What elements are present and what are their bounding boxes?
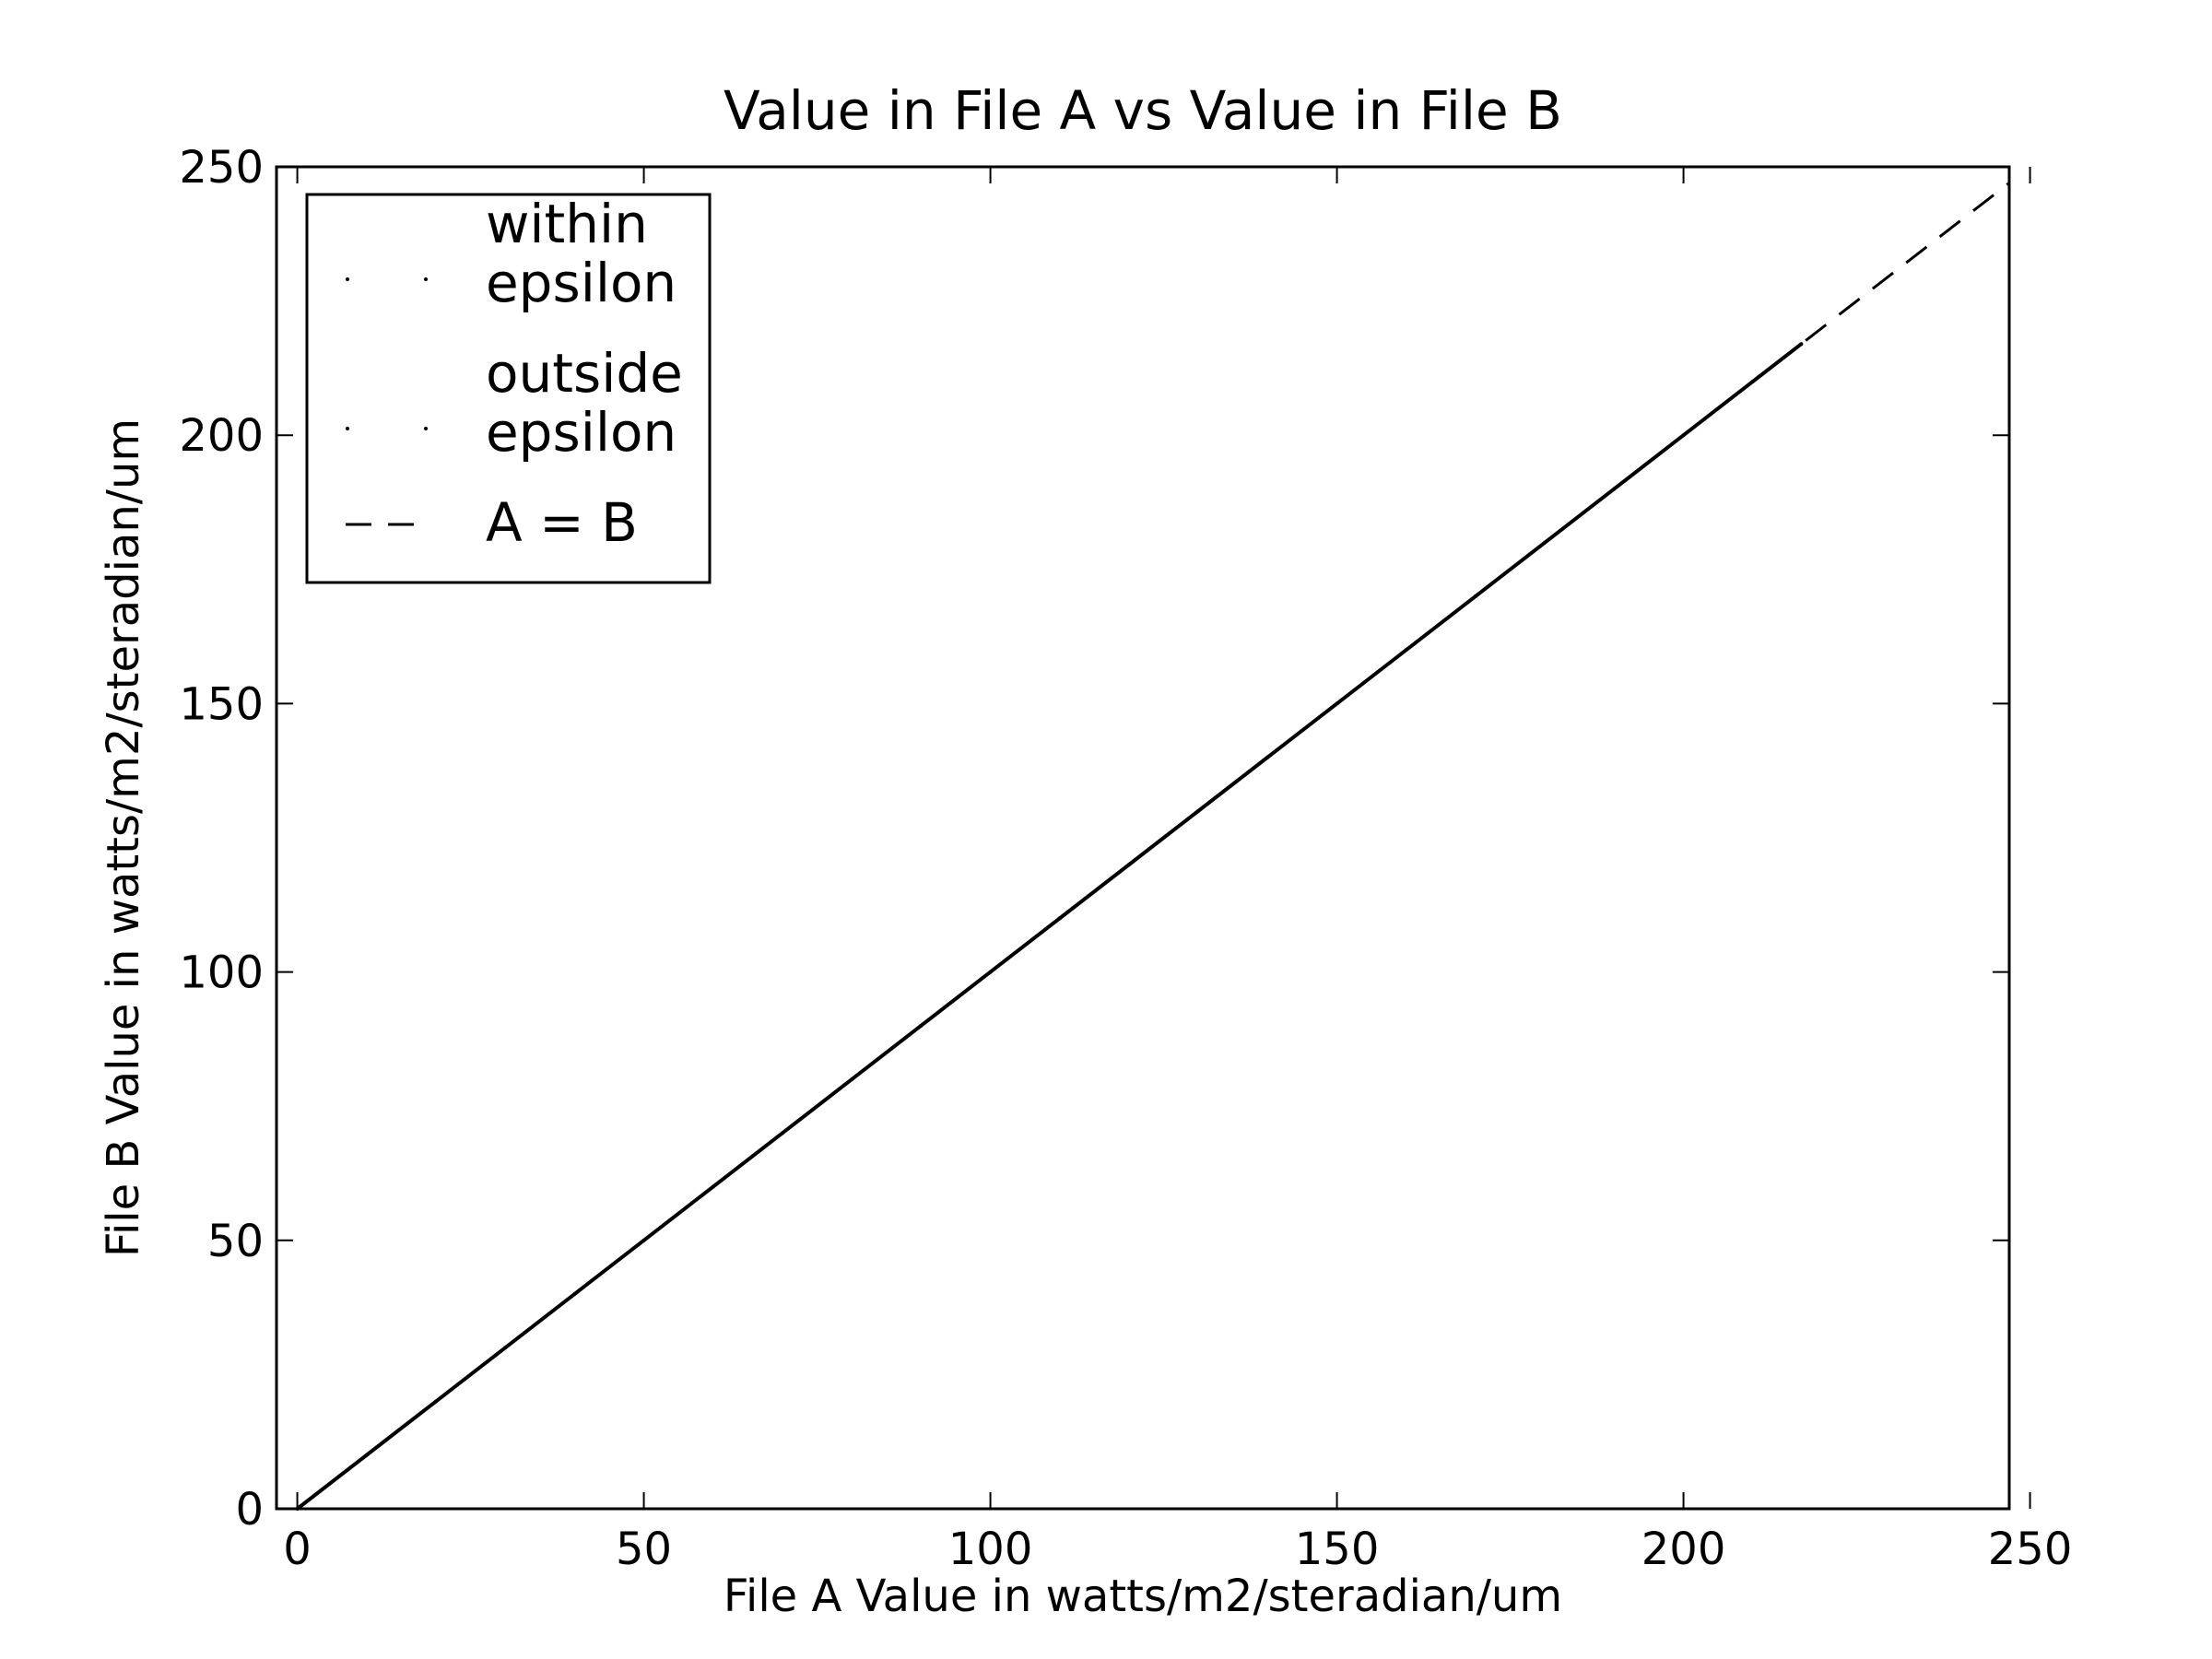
legend-label: outside epsilon <box>486 342 683 464</box>
x-tick-label: 50 <box>616 1524 672 1575</box>
legend-entries: within epsilon outside epsilon A = B <box>346 193 683 554</box>
within-epsilon-point <box>988 970 993 974</box>
x-axis-label: File A Value in watts/m2/steradian/um <box>724 1571 1562 1622</box>
within-epsilon-point <box>1126 863 1131 867</box>
x-tick-label: 150 <box>1295 1524 1380 1575</box>
legend-entry-outside-epsilon: outside epsilon <box>346 342 683 464</box>
y-tick-label: 250 <box>179 142 264 194</box>
a-equals-b-line <box>296 182 2010 1511</box>
y-tick-label: 200 <box>179 410 264 462</box>
x-tick-label: 200 <box>1641 1524 1726 1575</box>
legend-marker <box>346 277 349 281</box>
within-epsilon-point <box>1799 342 1804 347</box>
within-epsilon-point <box>1196 808 1201 813</box>
y-tick-label: 0 <box>235 1484 264 1535</box>
y-axis-label: File B Value in watts/m2/steradian/um <box>98 418 149 1257</box>
x-tick-label: 100 <box>948 1524 1033 1575</box>
legend-box <box>305 193 712 584</box>
axis-ticks: 0 50 100 150 200 250 0 50 100 150 200 250 <box>179 142 2072 1575</box>
plot-area <box>295 182 2010 1511</box>
legend: within epsilon outside epsilon A = B <box>305 193 712 584</box>
legend-entry-within-epsilon: within epsilon <box>346 193 677 314</box>
legend-marker <box>424 427 428 430</box>
legend-label: within epsilon <box>486 193 677 314</box>
legend-marker <box>424 277 428 281</box>
y-tick-label: 100 <box>179 947 264 999</box>
axes-frame <box>275 165 2011 1511</box>
legend-marker <box>346 427 349 430</box>
chart-title: Value in File A vs Value in File B <box>724 79 1562 142</box>
x-tick-label: 250 <box>1988 1524 2073 1575</box>
y-tick-label: 50 <box>207 1216 264 1267</box>
legend-label: A = B <box>486 491 638 554</box>
within-epsilon-point <box>1265 755 1270 759</box>
within-epsilon-point <box>1057 916 1062 921</box>
x-tick-label: 0 <box>283 1524 312 1575</box>
legend-entry-a-equals-b: A = B <box>346 491 638 554</box>
y-tick-label: 150 <box>179 678 264 730</box>
